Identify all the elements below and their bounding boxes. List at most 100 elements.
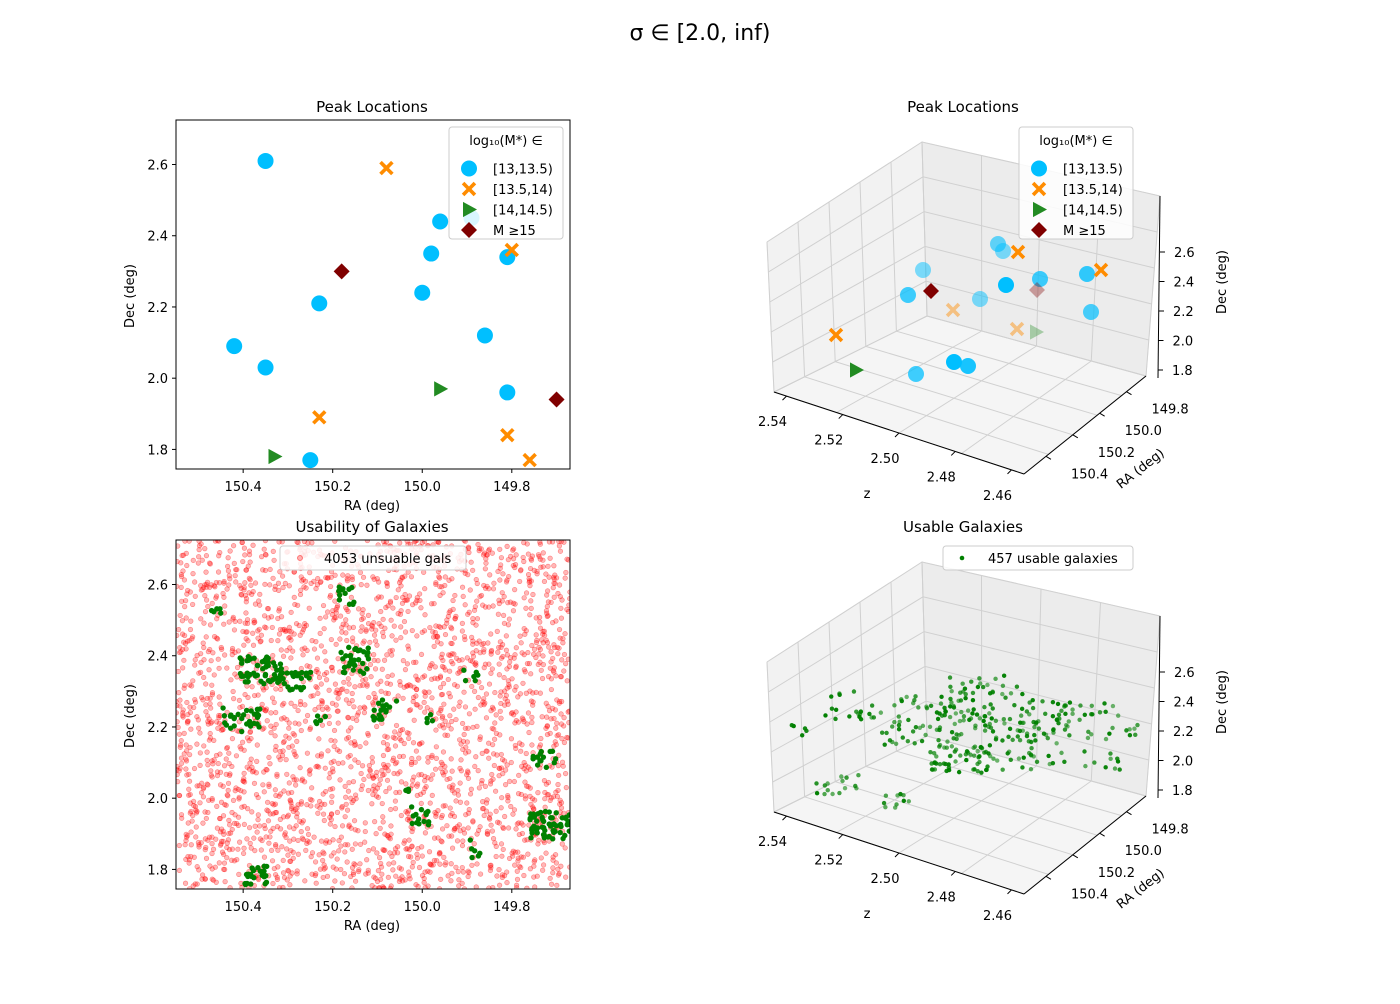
unusable-galaxy <box>361 683 366 688</box>
unusable-galaxy <box>210 851 215 856</box>
unusable-galaxy <box>319 682 324 687</box>
legend-label: [13.5,14) <box>1063 183 1123 198</box>
unusable-galaxy <box>393 874 398 879</box>
unusable-galaxy <box>438 685 443 690</box>
usable-galaxy-3d <box>948 697 952 701</box>
unusable-galaxy <box>273 710 278 715</box>
unusable-galaxy <box>379 689 384 694</box>
unusable-galaxy <box>376 868 381 873</box>
usable-galaxy-3d <box>1021 728 1025 732</box>
usable-galaxy-3d <box>1017 756 1021 760</box>
unusable-galaxy <box>225 745 230 750</box>
unusable-galaxy <box>226 781 231 786</box>
unusable-galaxy <box>322 672 327 677</box>
usable-galaxy <box>372 707 377 712</box>
unusable-galaxy <box>363 706 368 711</box>
usable-galaxy-3d <box>1067 733 1071 737</box>
unusable-galaxy <box>233 573 238 578</box>
unusable-galaxy <box>323 766 328 771</box>
legend-label: M ≥15 <box>493 224 536 239</box>
unusable-galaxy <box>262 790 267 795</box>
unusable-galaxy <box>337 749 342 754</box>
unusable-galaxy <box>461 594 466 599</box>
usable-galaxy-3d <box>1010 738 1014 742</box>
usable-galaxy <box>255 707 260 712</box>
unusable-galaxy <box>496 612 501 617</box>
usable-galaxy-3d <box>1000 692 1004 696</box>
unusable-galaxy <box>247 825 252 830</box>
usable-galaxy-3d <box>1083 713 1087 717</box>
unusable-galaxy <box>556 782 561 787</box>
unusable-galaxy <box>405 811 410 816</box>
unusable-galaxy <box>373 695 378 700</box>
legend-label: [14,14.5) <box>493 204 553 219</box>
dec-tick-label: 2.6 <box>1174 246 1195 261</box>
unusable-galaxy <box>222 579 227 584</box>
unusable-galaxy <box>232 628 237 633</box>
ra-tick <box>1100 833 1105 836</box>
dec-tick-label: 2.6 <box>1174 666 1195 681</box>
unusable-galaxy <box>224 803 229 808</box>
unusable-galaxy <box>489 865 494 870</box>
unusable-galaxy <box>208 736 213 741</box>
usable-galaxy-3d <box>990 716 994 720</box>
unusable-galaxy <box>370 801 375 806</box>
usable-galaxy-3d <box>963 686 967 690</box>
unusable-galaxy <box>281 815 286 820</box>
unusable-galaxy <box>536 790 541 795</box>
usable-galaxy-3d <box>979 770 983 774</box>
unusable-galaxy <box>267 583 272 588</box>
unusable-galaxy <box>439 584 444 589</box>
unusable-galaxy <box>231 798 236 803</box>
usable-galaxy-3d <box>880 730 884 734</box>
usable-galaxy <box>222 720 227 725</box>
peak-3d-box: 2.542.522.502.482.46149.8150.0150.2150.4… <box>758 142 1230 504</box>
usable-galaxy-3d <box>933 767 937 771</box>
usable-galaxy <box>535 762 540 767</box>
unusable-galaxy <box>483 586 488 591</box>
usable-galaxy-3d <box>1057 713 1061 717</box>
unusable-galaxy <box>521 717 526 722</box>
unusable-galaxy <box>182 604 187 609</box>
usable-galaxy-3d <box>975 749 979 753</box>
usable-galaxy <box>475 672 480 677</box>
unusable-galaxy <box>284 666 289 671</box>
unusable-galaxy <box>252 848 257 853</box>
usable-galaxy-3d <box>983 714 987 718</box>
unusable-galaxy <box>512 587 517 592</box>
usable-galaxy <box>315 713 320 718</box>
peak-point <box>311 295 327 311</box>
unusable-galaxy <box>346 729 351 734</box>
unusable-galaxy <box>554 674 559 679</box>
usable-galaxy-3d <box>1020 707 1024 711</box>
unusable-galaxy <box>562 652 567 657</box>
unusable-galaxy <box>530 743 535 748</box>
unusable-galaxy <box>512 565 517 570</box>
unusable-galaxy <box>511 556 516 561</box>
unusable-galaxy <box>178 613 183 618</box>
unusable-galaxy <box>489 652 494 657</box>
unusable-galaxy <box>335 857 340 862</box>
unusable-galaxy <box>178 704 183 709</box>
unusable-galaxy <box>489 772 494 777</box>
unusable-galaxy <box>182 731 187 736</box>
unusable-galaxy <box>245 837 250 842</box>
usable-galaxy-3d <box>969 680 973 684</box>
unusable-galaxy <box>462 732 467 737</box>
unusable-galaxy <box>398 728 403 733</box>
unusable-galaxy <box>515 695 520 700</box>
ra-tick <box>1126 392 1131 395</box>
unusable-galaxy <box>482 647 487 652</box>
unusable-galaxy <box>563 661 568 666</box>
unusable-galaxy <box>288 635 293 640</box>
usable-galaxy <box>410 821 415 826</box>
unusable-galaxy <box>485 831 490 836</box>
unusable-galaxy <box>232 561 237 566</box>
unusable-galaxy <box>482 813 487 818</box>
unusable-galaxy <box>249 810 254 815</box>
unusable-galaxy <box>177 868 182 873</box>
unusable-galaxy <box>497 883 502 888</box>
usable-galaxy <box>338 650 343 655</box>
unusable-galaxy <box>364 857 369 862</box>
peak-point <box>434 381 448 396</box>
